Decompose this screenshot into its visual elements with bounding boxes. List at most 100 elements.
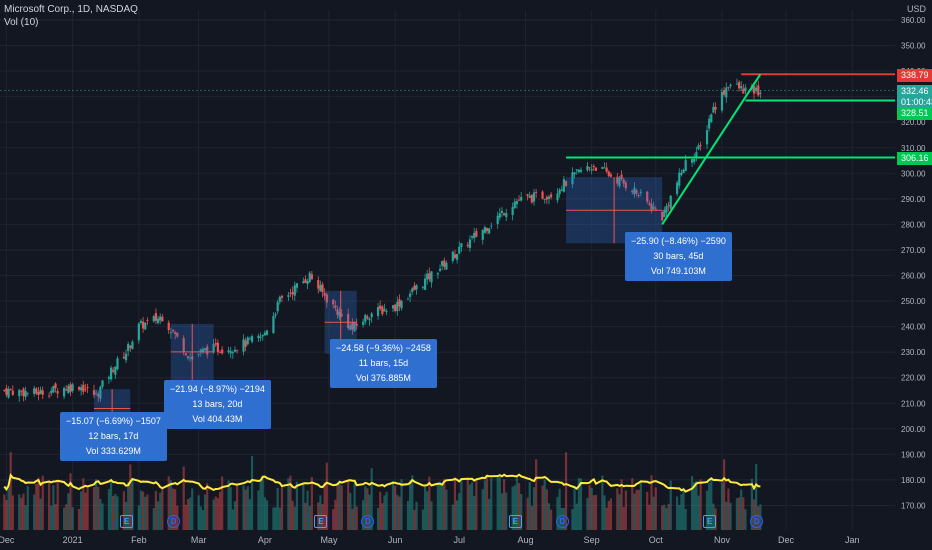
volume-bar: [56, 480, 59, 530]
volume-bar: [413, 509, 416, 530]
dividend-marker-icon[interactable]: D: [555, 515, 569, 528]
volume-bar: [112, 495, 115, 530]
volume-bar: [244, 489, 247, 530]
volume-bar: [334, 499, 337, 530]
last-price: 332.46: [901, 86, 929, 96]
currency-label: USD: [906, 4, 926, 14]
x-tick-label: Oct: [649, 535, 664, 545]
volume-bar: [189, 497, 192, 530]
candle-body: [396, 301, 399, 312]
candle-body: [473, 233, 476, 239]
candle-body: [289, 292, 292, 294]
measure-label[interactable]: −15.07 (−6.69%) −1507 12 bars, 17d Vol 3…: [60, 412, 167, 461]
earnings-marker-icon[interactable]: E: [703, 515, 717, 528]
candle-body: [33, 388, 36, 394]
candle-body: [571, 172, 574, 185]
candle-body: [528, 195, 531, 198]
volume-bar: [26, 486, 29, 530]
x-tick-label: 2021: [63, 535, 83, 545]
candle-body: [349, 325, 352, 330]
candle-body: [633, 187, 636, 195]
earnings-marker-icon[interactable]: E: [120, 515, 134, 528]
earnings-marker-icon[interactable]: E: [508, 515, 522, 528]
volume-bar: [295, 481, 299, 530]
y-tick-label: 180.00: [901, 476, 926, 485]
volume-bar: [84, 492, 87, 530]
volume-bar: [530, 505, 533, 530]
volume-bar: [272, 507, 275, 530]
candle-body: [276, 302, 279, 312]
candle-body: [752, 86, 756, 94]
candle-body: [248, 338, 252, 340]
candle-body: [475, 230, 478, 237]
y-tick-label: 220.00: [901, 374, 926, 383]
volume-bar: [376, 507, 380, 530]
candle-body: [347, 313, 350, 329]
candle-body: [18, 389, 21, 397]
x-tick-label: Feb: [131, 535, 147, 545]
candle-body: [295, 283, 299, 288]
candle-body: [154, 313, 158, 321]
volume-bar: [276, 487, 279, 530]
earnings-marker-icon[interactable]: E: [314, 515, 328, 528]
candle-body: [669, 195, 672, 209]
volume-bar: [250, 455, 254, 530]
symbol-legend[interactable]: Microsoft Corp., 1D, NASDAQ: [4, 4, 138, 15]
candle-body: [306, 281, 309, 285]
dividend-marker-icon[interactable]: D: [361, 515, 375, 528]
measure-bars: 30 bars, 45d: [653, 251, 704, 261]
volume-bar: [278, 507, 281, 530]
volume-bar: [541, 485, 544, 530]
x-tick-label: Dec: [0, 535, 15, 545]
volume-bar: [678, 504, 681, 530]
dividend-marker-icon[interactable]: D: [167, 515, 181, 528]
volume-bar: [54, 504, 57, 530]
volume-bar: [332, 509, 335, 530]
candle-body: [366, 316, 369, 319]
volume-bar: [481, 489, 484, 530]
candle-body: [590, 168, 593, 171]
candle-body: [52, 385, 55, 393]
candle-body: [171, 329, 175, 332]
candle-body: [577, 169, 580, 173]
candle-body: [620, 174, 623, 179]
candle-body: [62, 388, 66, 397]
candle-body: [146, 319, 149, 321]
volume-bar: [142, 491, 145, 530]
candle-body: [11, 390, 14, 395]
volume-indicator-legend[interactable]: Vol (10): [4, 17, 39, 28]
candle-body: [699, 145, 702, 146]
candle-body: [631, 190, 634, 193]
volume-bar: [116, 496, 119, 530]
volume-bar: [214, 496, 217, 530]
candle-body: [272, 316, 275, 334]
y-tick-label: 210.00: [901, 399, 926, 408]
measure-label[interactable]: −21.94 (−8.97%) −2194 13 bars, 20d Vol 4…: [164, 380, 271, 429]
candle-body: [77, 387, 81, 390]
candle-body: [229, 351, 232, 354]
candle-body: [740, 86, 743, 89]
dividend-marker-icon[interactable]: D: [750, 515, 764, 528]
measure-label[interactable]: −25.90 (−8.46%) −2590 30 bars, 45d Vol 7…: [625, 232, 732, 281]
volume-bar: [720, 482, 724, 530]
volume-bar: [9, 452, 12, 530]
candle-body: [609, 174, 613, 177]
volume-bar: [549, 509, 553, 530]
volume-bar: [428, 476, 431, 530]
volume-bar: [616, 488, 619, 530]
volume-bar: [347, 481, 350, 530]
candle-body: [695, 152, 698, 159]
candle-body: [603, 167, 606, 169]
candle-body: [142, 321, 145, 329]
candle-body: [575, 169, 578, 171]
candle-body: [84, 388, 87, 390]
volume-bar: [18, 494, 21, 530]
measure-label[interactable]: −24.58 (−9.36%) −2458 11 bars, 15d Vol 3…: [330, 339, 437, 388]
candle-body: [505, 213, 508, 218]
candle-body: [526, 194, 529, 196]
candle-body: [376, 307, 380, 316]
volume-bar: [735, 498, 739, 530]
volume-bar: [571, 509, 574, 530]
volume-bar: [242, 485, 245, 530]
